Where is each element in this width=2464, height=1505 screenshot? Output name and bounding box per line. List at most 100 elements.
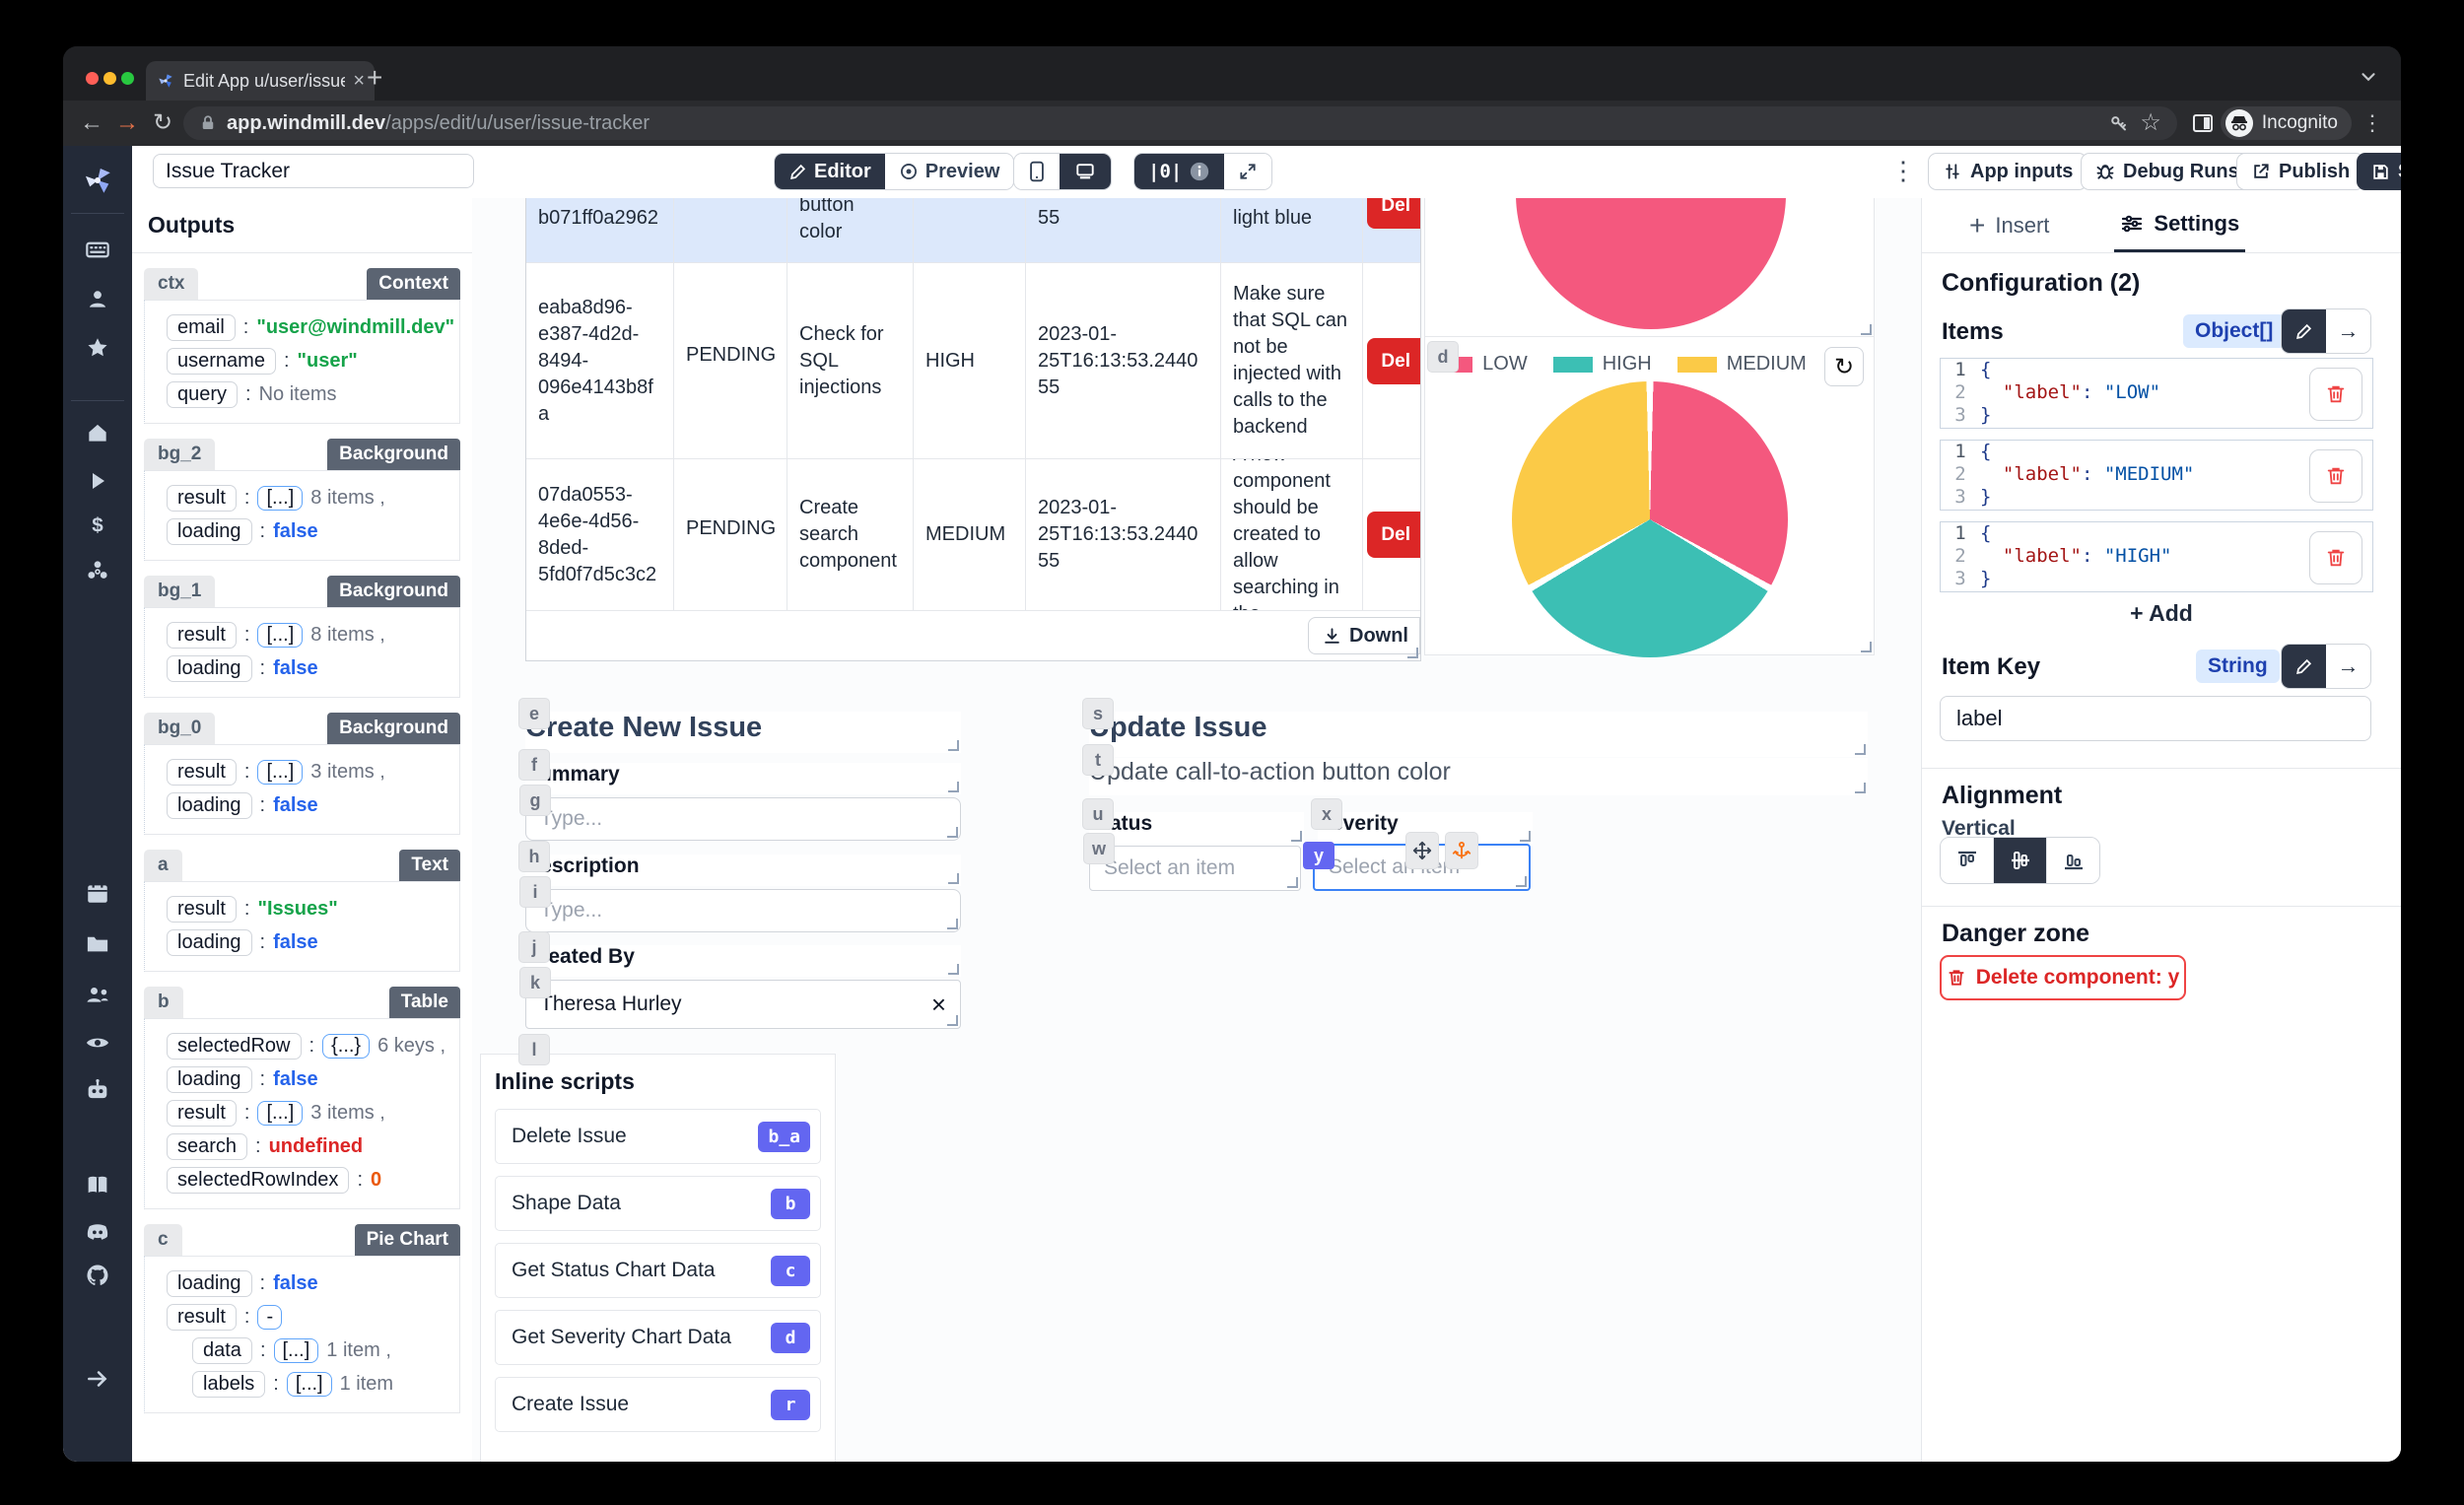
save-button[interactable]: Save [2357, 153, 2401, 190]
output-key[interactable]: selectedRowIndex [167, 1166, 350, 1194]
move-handle-icon[interactable] [1405, 832, 1439, 869]
more-options-icon[interactable]: ⋮ [1890, 156, 1916, 185]
output-value-pill[interactable]: [...] [286, 1371, 332, 1397]
inline-script-item[interactable]: Get Status Chart Data c [495, 1243, 821, 1298]
inline-script-item[interactable]: Shape Data b [495, 1176, 821, 1231]
items-expand-arrow-button[interactable]: → [2326, 309, 2370, 353]
component-id-tag[interactable]: b [144, 987, 183, 1018]
passwords-key-icon[interactable] [2108, 112, 2130, 134]
update-issue-title-block[interactable]: s Update Issue [1082, 698, 1868, 757]
delete-row-button[interactable]: Del [1367, 337, 1420, 384]
user-icon[interactable] [85, 286, 110, 311]
reload-icon[interactable]: ↻ [152, 109, 173, 136]
browser-tab[interactable]: Edit App u/user/issue-tracker | × [146, 61, 375, 101]
output-key[interactable]: data [192, 1336, 252, 1364]
component-id-tag[interactable]: a [144, 850, 182, 881]
resources-icon[interactable] [85, 558, 111, 584]
item-key-pencil-button[interactable] [2282, 645, 2326, 688]
debug-runs-button[interactable]: Debug Runs [2081, 153, 2254, 190]
align-top-button[interactable] [1941, 838, 1994, 883]
update-issue-subtitle-block[interactable]: t Update call-to-action button color [1082, 744, 1868, 795]
delete-item-button[interactable] [2309, 449, 2362, 503]
folders-icon[interactable] [85, 930, 111, 957]
created-by-label-block[interactable]: j Created By [518, 931, 961, 977]
add-item-button[interactable]: + Add [2130, 600, 2193, 626]
item-key-expand-arrow-button[interactable]: → [2326, 645, 2370, 688]
preview-tab[interactable]: Preview [884, 154, 1014, 189]
traffic-light-minimize[interactable] [103, 72, 116, 85]
severity-select-selected[interactable]: y Select an item [1303, 832, 1531, 891]
incognito-badge[interactable]: Incognito [2220, 106, 2352, 140]
audit-icon[interactable] [84, 1029, 111, 1057]
component-id-tag[interactable]: bg_2 [144, 439, 216, 470]
status-pie-chart-component[interactable] [1424, 198, 1875, 338]
back-icon[interactable]: ← [80, 109, 103, 136]
workers-icon[interactable] [84, 1076, 111, 1104]
output-value-pill[interactable]: - [257, 1304, 283, 1330]
app-inputs-button[interactable]: App inputs [1928, 153, 2088, 190]
summary-label-block[interactable]: f Summary [518, 749, 961, 794]
traffic-light-close[interactable] [86, 72, 99, 85]
clear-selection-icon[interactable]: × [930, 989, 946, 1019]
severity-pie-chart-component[interactable]: d LOW HIGH MEDIUM ↻ [1424, 336, 1875, 657]
severity-label-block[interactable]: x Severity [1311, 798, 1533, 844]
output-value-pill[interactable]: [...] [273, 1337, 319, 1363]
chart-refresh-button[interactable]: ↻ [1824, 347, 1864, 386]
description-input[interactable]: i Type... [519, 876, 961, 932]
delete-row-button[interactable]: Del [1367, 198, 1420, 229]
output-key[interactable]: result [167, 895, 237, 923]
output-value-pill[interactable]: [...] [257, 485, 304, 511]
component-id-tag[interactable]: bg_0 [144, 713, 216, 744]
runs-icon[interactable] [86, 469, 109, 493]
discord-icon[interactable] [84, 1218, 111, 1246]
mobile-view-button[interactable] [1014, 154, 1060, 189]
status-select[interactable]: w Select an item [1083, 833, 1301, 891]
schedules-icon[interactable] [85, 880, 110, 906]
table-row[interactable]: b4af-b071ff0a2962 PENDING action button … [526, 198, 1420, 263]
output-key[interactable]: loading [167, 928, 252, 956]
item-key-input[interactable]: label [1940, 696, 2371, 741]
new-tab-button[interactable]: + [367, 62, 383, 93]
delete-item-button[interactable] [2309, 368, 2362, 421]
component-id-tag[interactable]: c [144, 1224, 182, 1256]
fullscreen-button[interactable] [1224, 154, 1272, 189]
table-row[interactable]: 07da0553-4e6e-4d56-8ded-5fd0f7d5c3c2 PEN… [526, 459, 1420, 611]
tab-insert[interactable]: + Insert [1969, 209, 2050, 240]
github-icon[interactable] [84, 1262, 111, 1289]
delete-component-button[interactable]: Delete component: y [1940, 955, 2186, 1000]
billing-icon[interactable]: $ [85, 513, 110, 538]
created-by-select[interactable]: k Theresa Hurley × [519, 967, 961, 1029]
delete-row-button[interactable]: Del [1367, 512, 1420, 558]
tab-search-chevron-icon[interactable] [2358, 66, 2379, 88]
inline-script-item[interactable]: Create Issue r [495, 1377, 821, 1432]
component-id-tag[interactable]: bg_1 [144, 576, 216, 607]
bookmark-star-icon[interactable]: ☆ [2140, 109, 2161, 136]
output-key[interactable]: result [167, 758, 237, 786]
side-panel-icon[interactable] [2191, 111, 2215, 135]
anchor-icon[interactable] [1445, 832, 1478, 869]
output-key[interactable]: query [167, 380, 239, 408]
output-value-pill[interactable]: {...} [322, 1033, 371, 1059]
output-key[interactable]: result [167, 484, 237, 512]
output-value-pill[interactable]: [...] [257, 1100, 304, 1126]
summary-input[interactable]: g Type... [519, 785, 961, 841]
table-row[interactable]: eaba8d96-e387-4d2d-8494-096e4143b8fa PEN… [526, 263, 1420, 459]
output-key[interactable]: search [167, 1132, 248, 1160]
forward-icon[interactable]: → [115, 109, 139, 136]
align-center-button[interactable] [1994, 838, 2047, 883]
items-edit-pencil-button[interactable] [2282, 309, 2326, 353]
url-bar[interactable]: app.windmill.dev/apps/edit/u/user/issue-… [183, 106, 2177, 140]
tab-close-icon[interactable]: × [353, 70, 365, 92]
delete-item-button[interactable] [2309, 531, 2362, 584]
traffic-light-zoom[interactable] [121, 72, 134, 85]
output-key[interactable]: loading [167, 654, 252, 682]
output-key[interactable]: email [167, 313, 236, 341]
item-json-editor[interactable]: 1{ 2 "label": "HIGH" 3} [1940, 521, 2373, 592]
output-key[interactable]: loading [167, 1065, 252, 1093]
apps-icon[interactable] [85, 237, 111, 263]
favorites-icon[interactable] [85, 335, 110, 361]
docs-icon[interactable] [84, 1171, 111, 1198]
inline-script-item[interactable]: Get Severity Chart Data d [495, 1310, 821, 1365]
download-button[interactable]: Downl [1308, 617, 1420, 654]
output-key[interactable]: result [167, 621, 237, 649]
